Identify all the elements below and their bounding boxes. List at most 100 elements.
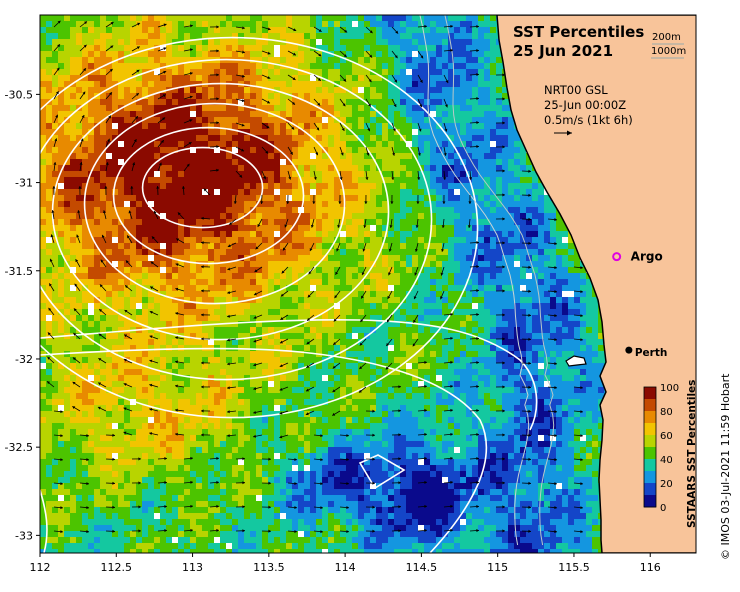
current-arrowhead [49, 258, 53, 262]
current-arrowhead [47, 381, 50, 385]
current-arrowhead [138, 529, 141, 533]
current-arrowhead [60, 506, 63, 510]
current-arrowhead [99, 284, 103, 288]
current-arrowhead [342, 103, 346, 107]
current-arrowhead [82, 91, 86, 95]
current-arrowhead [99, 309, 103, 312]
current-arrowhead [320, 434, 323, 438]
current-arrowhead [424, 408, 427, 412]
current-arrowhead [124, 334, 128, 338]
ssh-contour [40, 318, 538, 431]
current-arrowhead [227, 338, 230, 342]
current-arrowhead [266, 100, 270, 104]
current-arrowhead [216, 25, 219, 29]
current-arrowhead [294, 505, 297, 510]
current-arrowhead [227, 410, 230, 414]
current-arrowhead [123, 358, 127, 362]
current-arrowhead [320, 482, 323, 486]
current-arrowhead [528, 337, 531, 341]
current-arrowhead [164, 504, 167, 509]
current-arrowhead [450, 336, 453, 340]
current-arrowhead [239, 174, 243, 178]
current-arrowhead [253, 434, 257, 438]
current-arrowhead [450, 480, 453, 484]
current-arrowhead [414, 248, 418, 252]
current-arrowhead [216, 145, 219, 149]
current-arrowhead [476, 480, 479, 485]
current-arrowhead [476, 24, 479, 29]
current-arrowhead [476, 432, 479, 437]
current-arrowhead [98, 358, 102, 361]
current-arrowhead [450, 384, 453, 388]
current-arrowhead [528, 289, 531, 293]
current-arrowhead [372, 457, 375, 461]
current-arrowhead [440, 296, 443, 300]
current-arrowhead [153, 210, 157, 214]
current-arrowhead [104, 186, 108, 189]
current-arrowhead [227, 244, 231, 248]
current-arrowhead [60, 530, 63, 534]
current-arrowhead [216, 97, 219, 101]
current-arrowhead [112, 529, 115, 533]
current-arrowhead [476, 264, 479, 269]
current-arrowhead [528, 217, 531, 221]
current-arrowhead [73, 308, 77, 312]
vector-scale-arrow-icon [554, 130, 572, 136]
current-arrowhead [241, 99, 245, 103]
current-arrowhead [72, 381, 76, 385]
x-tick-label: 113.5 [253, 561, 285, 574]
current-arrowhead [554, 434, 557, 438]
current-arrowhead [389, 225, 393, 228]
current-arrowhead [294, 457, 297, 462]
current-arrowhead [268, 529, 271, 533]
current-arrowhead [366, 152, 370, 156]
current-arrowhead [502, 241, 505, 245]
current-arrowhead [333, 342, 337, 345]
current-arrowhead [229, 222, 233, 225]
current-arrowhead [216, 504, 219, 508]
x-tick-label: 112 [30, 561, 51, 574]
current-arrowhead [60, 458, 63, 462]
current-arrowhead [419, 104, 423, 108]
current-arrowhead [227, 267, 231, 271]
current-arrowhead [554, 506, 557, 510]
current-arrowhead [317, 102, 321, 106]
current-arrowhead [149, 432, 153, 436]
current-arrowhead [242, 481, 245, 485]
current-arrowhead [554, 482, 557, 486]
current-arrowhead [359, 366, 363, 370]
current-arrowhead [502, 193, 505, 197]
current-arrowhead [132, 162, 136, 166]
depth-label-1000m: 1000m [651, 46, 686, 57]
current-arrowhead [443, 153, 447, 156]
current-arrowhead [305, 412, 309, 416]
longitude-axis: 112 112.5 113 113.5 114 114.5 115 115.5 116 [30, 553, 661, 574]
isobath [444, 15, 555, 546]
current-arrowhead [365, 177, 369, 180]
current-arrowhead [360, 319, 364, 323]
current-arrowhead [201, 265, 204, 269]
plot-frame [39, 14, 697, 554]
current-arrowhead [201, 313, 204, 317]
current-arrowhead [72, 357, 76, 361]
current-arrowhead [346, 481, 349, 486]
perth-marker [625, 346, 633, 354]
current-arrowhead [163, 47, 167, 51]
current-arrowhead [394, 55, 398, 59]
current-arrowhead [86, 506, 89, 510]
current-arrowhead [175, 360, 178, 364]
current-arrowhead [54, 138, 58, 142]
current-arrowhead [164, 480, 167, 485]
current-arrowhead [306, 341, 310, 345]
current-arrowhead [424, 456, 427, 460]
current-arrowhead [580, 386, 583, 390]
current-arrowhead [341, 127, 345, 131]
current-arrowhead [440, 272, 444, 276]
colorbar-title: SSTAARS SST Percentiles [686, 380, 698, 528]
current-arrowhead [388, 248, 392, 252]
ssh-contour [83, 102, 346, 305]
current-arrowhead [83, 44, 87, 48]
rottnest-island [565, 355, 587, 367]
current-arrowhead [476, 504, 479, 509]
